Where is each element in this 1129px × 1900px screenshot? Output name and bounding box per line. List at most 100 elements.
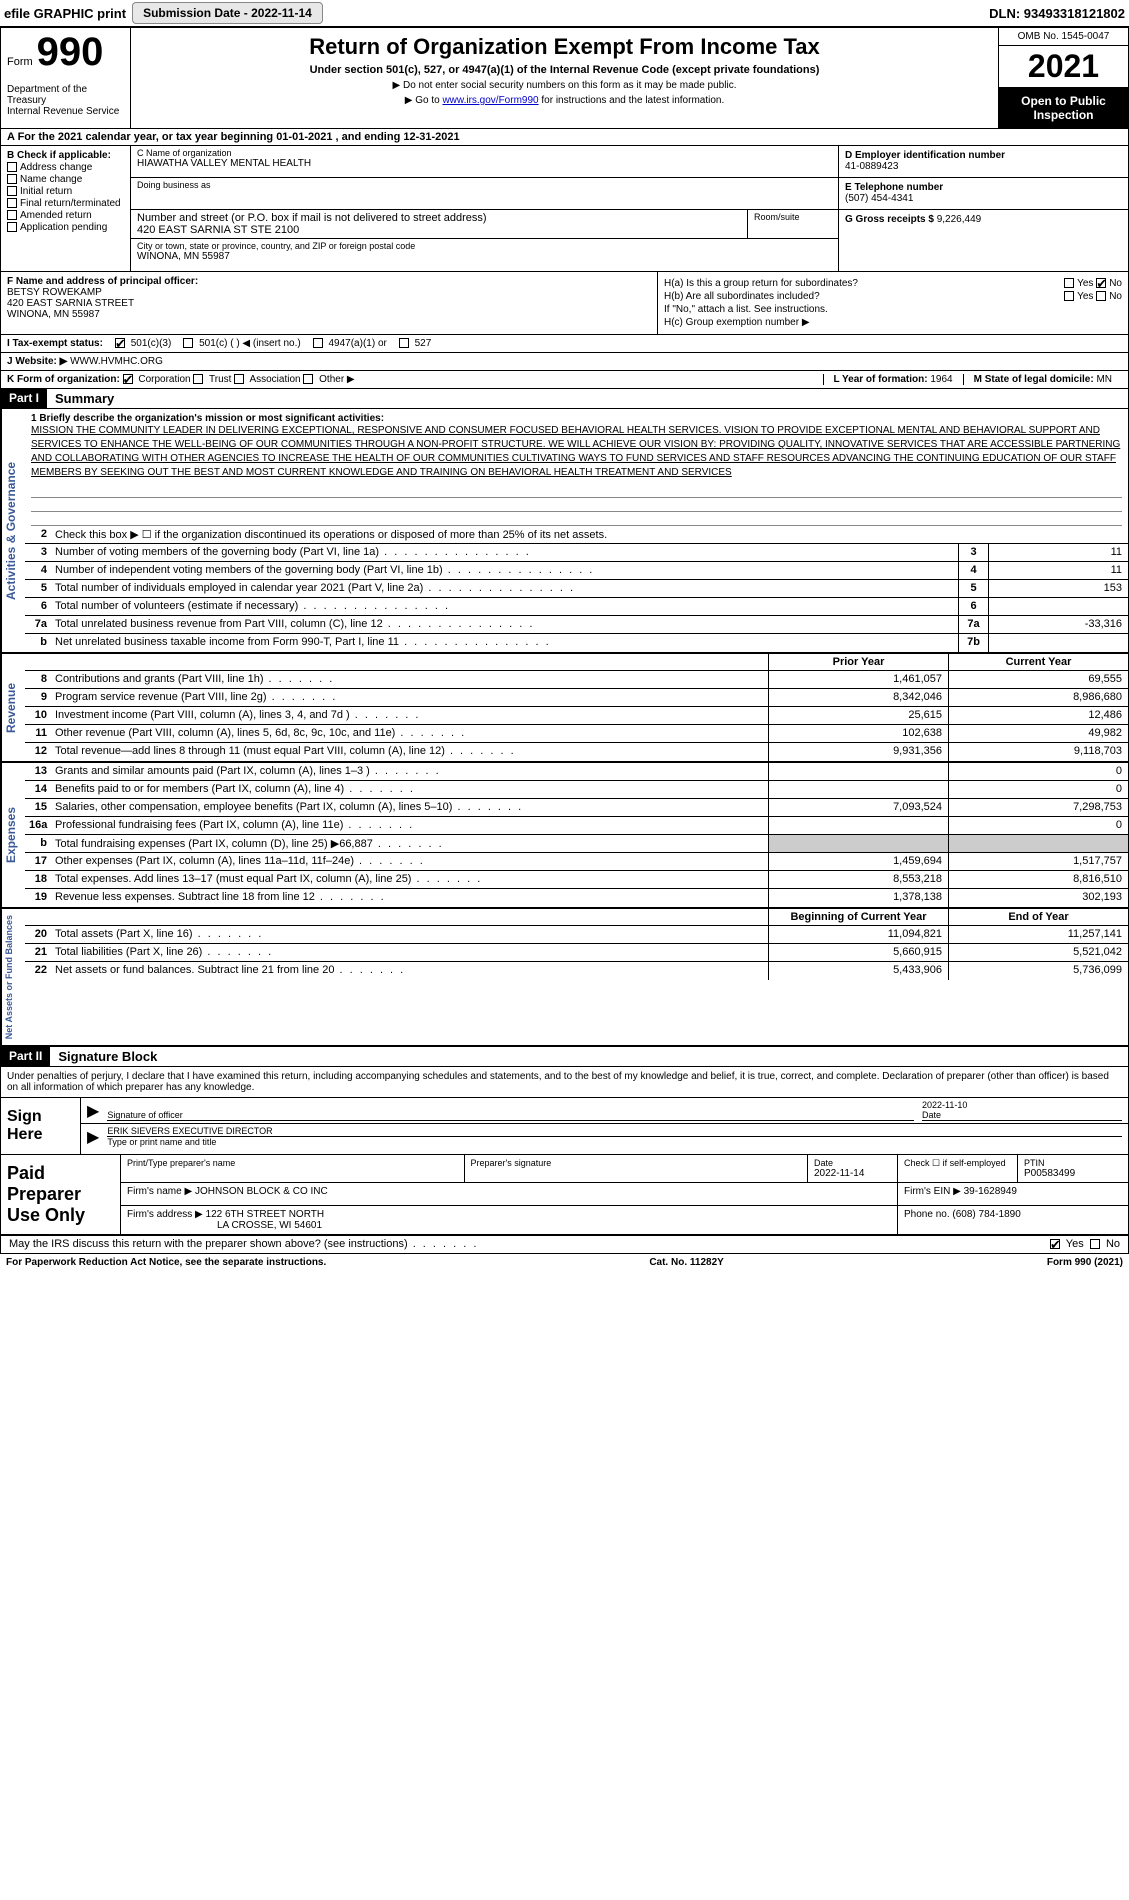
name-title-label: Type or print name and title [107, 1136, 1122, 1147]
preparer-label: Paid Preparer Use Only [1, 1155, 121, 1234]
exp-line-13: 13Grants and similar amounts paid (Part … [25, 763, 1128, 781]
form-note2: ▶ Go to www.irs.gov/Form990 for instruct… [141, 95, 988, 106]
telephone-field: E Telephone number (507) 454-4341 [839, 178, 1128, 210]
footer-left: For Paperwork Reduction Act Notice, see … [6, 1257, 326, 1268]
hb-note: If "No," attach a list. See instructions… [664, 304, 1122, 315]
org-name-field: C Name of organization HIAWATHA VALLEY M… [131, 146, 838, 178]
footer: For Paperwork Reduction Act Notice, see … [0, 1254, 1129, 1271]
section-klm: K Form of organization: Corporation Trus… [1, 371, 1128, 389]
netassets-section: Net Assets or Fund Balances Beginning of… [1, 909, 1128, 1047]
gov-line-5: 5Total number of individuals employed in… [25, 580, 1128, 598]
chk-discuss-yes[interactable] [1050, 1239, 1060, 1249]
blank-line [31, 484, 1122, 498]
chk-501c[interactable] [183, 338, 193, 348]
part1-badge: Part I [1, 389, 47, 408]
header-left: Form 990 Department of the Treasury Inte… [1, 28, 131, 128]
officer-typed-name: ERIK SIEVERS EXECUTIVE DIRECTOR [107, 1126, 1122, 1136]
ha-line: H(a) Is this a group return for subordin… [664, 278, 1122, 289]
signature-line: ▶ Signature of officer 2022-11-10 Date [81, 1098, 1128, 1124]
form-word: Form [7, 56, 33, 68]
ein-label: D Employer identification number [845, 150, 1122, 161]
sign-date-label: Date [922, 1110, 1122, 1120]
prep-sig-label: Preparer's signature [471, 1158, 802, 1168]
header-title-area: Return of Organization Exempt From Incom… [131, 28, 998, 128]
header-right: OMB No. 1545-0047 2021 Open to Public In… [998, 28, 1128, 128]
discuss-yn: Yes No [968, 1236, 1128, 1253]
preparer-row: Paid Preparer Use Only Print/Type prepar… [1, 1155, 1128, 1235]
end-year-header: End of Year [948, 909, 1128, 925]
hc-line: H(c) Group exemption number ▶ [664, 317, 1122, 328]
prep-date: 2022-11-14 [814, 1168, 891, 1179]
chk-application-pending[interactable]: Application pending [7, 222, 124, 233]
submission-date-button[interactable]: Submission Date - 2022-11-14 [132, 2, 323, 24]
arrow-icon: ▶ [87, 1101, 99, 1121]
website-value: WWW.HVMHC.ORG [70, 356, 163, 367]
ein-value: 41-0889423 [845, 161, 1122, 172]
sig-of-officer-label: Signature of officer [107, 1110, 914, 1120]
l-formation: L Year of formation: 1964 [823, 374, 963, 385]
section-c: C Name of organization HIAWATHA VALLEY M… [131, 146, 838, 271]
netassets-header: Beginning of Current Year End of Year [25, 909, 1128, 926]
gov-line-4: 4Number of independent voting members of… [25, 562, 1128, 580]
name-title-line: ▶ ERIK SIEVERS EXECUTIVE DIRECTOR Type o… [81, 1124, 1128, 1149]
blank-line [31, 498, 1122, 512]
section-j: J Website: ▶ WWW.HVMHC.ORG [1, 353, 1128, 371]
dba-label: Doing business as [137, 180, 832, 190]
preparer-line3: Firm's address ▶ 122 6TH STREET NORTH LA… [121, 1206, 1128, 1234]
rev-line-8: 8Contributions and grants (Part VIII, li… [25, 671, 1128, 689]
chk-trust[interactable] [193, 374, 203, 384]
chk-4947[interactable] [313, 338, 323, 348]
vtab-netassets: Net Assets or Fund Balances [1, 909, 25, 1045]
sign-date: 2022-11-10 [922, 1100, 1122, 1110]
chk-other[interactable] [303, 374, 313, 384]
rev-line-11: 11Other revenue (Part VIII, column (A), … [25, 725, 1128, 743]
tax-year: 2021 [999, 46, 1128, 88]
irs-link[interactable]: www.irs.gov/Form990 [442, 95, 538, 106]
mission-label: 1 Briefly describe the organization's mi… [31, 413, 1122, 424]
form-title: Return of Organization Exempt From Incom… [141, 34, 988, 60]
city-value: WINONA, MN 55987 [137, 251, 832, 262]
section-b: B Check if applicable: Address change Na… [1, 146, 131, 271]
section-fh: F Name and address of principal officer:… [1, 272, 1128, 335]
officer-addr2: WINONA, MN 55987 [7, 309, 651, 320]
chk-final-return[interactable]: Final return/terminated [7, 198, 124, 209]
firm-addr2: LA CROSSE, WI 54601 [217, 1220, 322, 1231]
ein-field: D Employer identification number 41-0889… [839, 146, 1128, 178]
chk-discuss-no[interactable] [1090, 1239, 1100, 1249]
city-field: City or town, state or province, country… [131, 239, 838, 271]
note2-post: for instructions and the latest informat… [539, 95, 725, 106]
chk-amended-return[interactable]: Amended return [7, 210, 124, 221]
chk-corporation[interactable] [123, 374, 133, 384]
officer-addr1: 420 EAST SARNIA STREET [7, 298, 651, 309]
gross-label: G Gross receipts $ [845, 214, 934, 225]
footer-right: Form 990 (2021) [1047, 1257, 1123, 1268]
exp-line-16a: 16aProfessional fundraising fees (Part I… [25, 817, 1128, 835]
form-number: 990 [37, 32, 104, 72]
chk-name-change[interactable]: Name change [7, 174, 124, 185]
preparer-line1: Print/Type preparer's name Preparer's si… [121, 1155, 1128, 1183]
org-name: HIAWATHA VALLEY MENTAL HEALTH [137, 158, 832, 169]
chk-association[interactable] [234, 374, 244, 384]
f-label: F Name and address of principal officer: [7, 276, 651, 287]
omb-number: OMB No. 1545-0047 [999, 28, 1128, 46]
vtab-expenses: Expenses [1, 763, 25, 907]
section-b-header: B Check if applicable: [7, 150, 124, 161]
expenses-section: Expenses 13Grants and similar amounts pa… [1, 763, 1128, 909]
arrow-icon: ▶ [87, 1127, 99, 1147]
topbar: efile GRAPHIC print Submission Date - 20… [0, 0, 1129, 27]
room-suite: Room/suite [748, 210, 838, 238]
k-label: K Form of organization: [7, 374, 120, 385]
chk-501c3[interactable] [115, 338, 125, 348]
chk-address-change[interactable]: Address change [7, 162, 124, 173]
gov-line-3: 3Number of voting members of the governi… [25, 544, 1128, 562]
exp-line-19: 19Revenue less expenses. Subtract line 1… [25, 889, 1128, 907]
vtab-governance: Activities & Governance [1, 409, 25, 652]
blank-line [31, 512, 1122, 526]
chk-527[interactable] [399, 338, 409, 348]
officer-name: BETSY ROWEKAMP [7, 287, 651, 298]
chk-initial-return[interactable]: Initial return [7, 186, 124, 197]
exp-line-14: 14Benefits paid to or for members (Part … [25, 781, 1128, 799]
rev-line-10: 10Investment income (Part VIII, column (… [25, 707, 1128, 725]
addr-value: 420 EAST SARNIA ST STE 2100 [137, 224, 741, 236]
address-field: Number and street (or P.O. box if mail i… [131, 210, 838, 239]
